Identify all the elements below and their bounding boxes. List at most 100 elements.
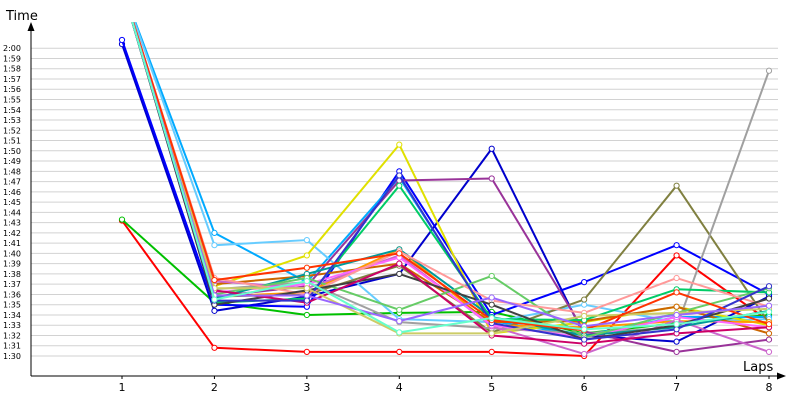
data-point bbox=[118, 36, 126, 44]
data-point bbox=[673, 303, 680, 310]
data-point bbox=[211, 344, 218, 351]
series-line bbox=[133, 22, 770, 324]
y-tick-label: 1:51 bbox=[3, 137, 21, 146]
y-tick-label: 1:46 bbox=[3, 188, 21, 197]
data-point bbox=[396, 141, 403, 148]
x-tick-label: 1 bbox=[119, 381, 126, 394]
data-point bbox=[488, 301, 495, 308]
series-line bbox=[131, 22, 770, 337]
data-point bbox=[581, 296, 588, 303]
data-point bbox=[211, 229, 218, 236]
data-point bbox=[765, 67, 773, 74]
data-point bbox=[211, 242, 218, 249]
series-line bbox=[121, 43, 770, 343]
series-line bbox=[121, 219, 770, 357]
data-point bbox=[488, 314, 495, 322]
data-point bbox=[396, 172, 403, 179]
data-point bbox=[673, 321, 680, 328]
x-tick-label: 8 bbox=[766, 381, 773, 394]
x-tick-label: 3 bbox=[303, 381, 310, 394]
y-tick-label: 1:49 bbox=[3, 157, 21, 166]
data-point bbox=[765, 330, 773, 337]
y-axis-title: Time bbox=[5, 9, 38, 24]
data-point bbox=[303, 292, 310, 299]
y-tick-label: 1:40 bbox=[3, 249, 21, 258]
y-tick-label: 1:39 bbox=[3, 260, 21, 269]
y-tick-label: 1:56 bbox=[3, 85, 21, 94]
y-tick-label: 1:57 bbox=[3, 75, 21, 84]
data-point bbox=[673, 348, 680, 355]
data-point bbox=[765, 302, 773, 309]
series bbox=[131, 22, 773, 336]
data-point bbox=[396, 250, 403, 257]
series bbox=[118, 217, 773, 360]
data-point bbox=[765, 295, 773, 302]
x-tick-label: 6 bbox=[581, 381, 588, 394]
data-point bbox=[581, 279, 588, 286]
data-point bbox=[396, 182, 403, 189]
series-line bbox=[132, 22, 770, 314]
y-tick-label: 1:34 bbox=[3, 311, 21, 320]
data-point bbox=[488, 294, 495, 301]
data-point bbox=[488, 175, 495, 182]
data-point bbox=[396, 318, 403, 325]
y-tick-label: 1:50 bbox=[3, 147, 21, 156]
y-tick-label: 1:42 bbox=[3, 229, 21, 238]
series-line bbox=[131, 22, 770, 345]
data-point bbox=[581, 336, 588, 343]
series bbox=[131, 22, 773, 330]
y-tick-label: 1:37 bbox=[3, 280, 21, 289]
y-tick-label: 1:53 bbox=[3, 116, 21, 125]
series-line bbox=[121, 39, 770, 316]
series-line bbox=[131, 22, 770, 341]
data-point bbox=[303, 297, 310, 304]
data-point bbox=[303, 285, 310, 292]
y-axis-arrow-icon bbox=[27, 22, 35, 31]
data-point bbox=[211, 276, 218, 284]
data-point bbox=[488, 348, 495, 355]
data-point bbox=[673, 289, 680, 296]
x-axis-arrow-icon bbox=[777, 372, 786, 380]
x-tick-labels: 1 2 3 4 5 6 7 8 bbox=[119, 376, 773, 394]
y-tick-label: 1:59 bbox=[3, 54, 21, 63]
y-tick-label: 1:58 bbox=[3, 65, 21, 74]
grid-lines bbox=[31, 47, 778, 357]
data-point bbox=[303, 278, 310, 285]
y-tick-label: 1:52 bbox=[3, 126, 21, 135]
x-tick-label: 4 bbox=[396, 381, 403, 394]
series bbox=[132, 22, 773, 317]
data-point bbox=[396, 348, 403, 355]
data-point bbox=[396, 306, 403, 313]
data-point bbox=[303, 252, 310, 259]
data-point bbox=[211, 307, 218, 314]
y-tick-label: 1:55 bbox=[3, 96, 21, 105]
y-tick-label: 1:31 bbox=[3, 342, 21, 351]
data-point bbox=[303, 264, 310, 271]
series-lines bbox=[118, 22, 773, 360]
data-point bbox=[765, 308, 773, 315]
data-point bbox=[211, 296, 218, 303]
data-point bbox=[673, 182, 680, 189]
y-tick-label: 1:54 bbox=[3, 106, 21, 115]
series bbox=[132, 22, 773, 334]
data-point bbox=[581, 350, 588, 358]
x-tick-label: 5 bbox=[488, 381, 495, 394]
data-point bbox=[303, 348, 310, 355]
data-point bbox=[581, 312, 588, 320]
data-point bbox=[765, 348, 773, 355]
y-tick-label: 1:43 bbox=[3, 219, 21, 228]
data-point bbox=[396, 329, 403, 336]
data-point bbox=[118, 216, 126, 223]
x-axis-title: Laps bbox=[743, 360, 773, 375]
y-tick-label: 1:44 bbox=[3, 208, 21, 217]
y-tick-label: 1:35 bbox=[3, 301, 21, 310]
series-line bbox=[131, 22, 770, 334]
data-point bbox=[303, 311, 310, 319]
data-point bbox=[673, 242, 680, 249]
data-point bbox=[765, 336, 773, 343]
y-tick-label: 1:38 bbox=[3, 270, 21, 279]
data-point bbox=[673, 274, 680, 282]
data-point bbox=[488, 272, 495, 280]
y-tick-label: 1:41 bbox=[3, 239, 21, 248]
series-line bbox=[131, 22, 770, 335]
